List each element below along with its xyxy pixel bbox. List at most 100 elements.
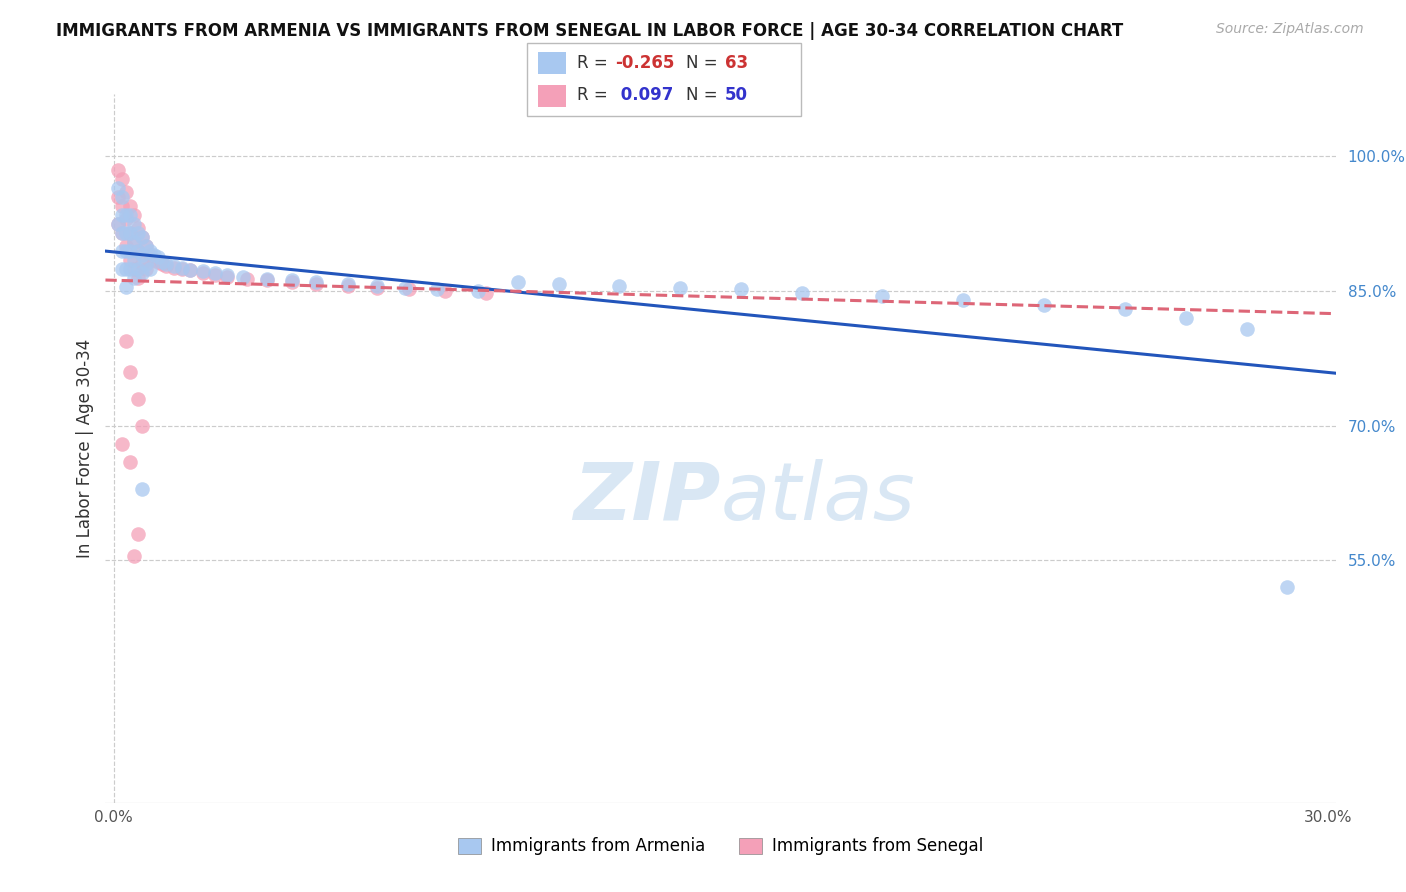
Point — [143, 252, 166, 267]
Point — [609, 278, 631, 293]
Text: IMMIGRANTS FROM ARMENIA VS IMMIGRANTS FROM SENEGAL IN LABOR FORCE | AGE 30-34 CO: IMMIGRANTS FROM ARMENIA VS IMMIGRANTS FR… — [56, 22, 1123, 40]
Point — [1175, 311, 1198, 326]
Point — [131, 230, 153, 244]
Point — [131, 266, 153, 280]
Point — [122, 549, 145, 563]
Point — [111, 261, 134, 276]
Point — [508, 275, 530, 289]
Point — [107, 163, 129, 178]
Point — [127, 526, 149, 541]
Text: 63: 63 — [724, 54, 748, 71]
Point — [143, 248, 166, 262]
Text: N =: N = — [686, 54, 723, 71]
Point — [467, 284, 489, 298]
Point — [122, 235, 145, 249]
Point — [111, 172, 134, 186]
Point — [127, 221, 149, 235]
Point — [163, 259, 186, 273]
Point — [131, 418, 153, 433]
Point — [114, 244, 136, 258]
Point — [669, 280, 692, 294]
Bar — [538, 85, 565, 107]
Point — [337, 277, 360, 291]
Point — [111, 208, 134, 222]
Point — [127, 244, 149, 258]
Point — [114, 226, 136, 240]
Point — [790, 285, 813, 300]
Point — [730, 282, 752, 296]
Point — [127, 226, 149, 240]
Point — [150, 255, 173, 269]
Point — [337, 278, 360, 293]
Point — [122, 261, 145, 276]
Point — [179, 263, 201, 277]
Point — [114, 239, 136, 253]
Point — [394, 280, 416, 294]
Point — [107, 181, 129, 195]
Point — [256, 273, 278, 287]
Point — [215, 268, 238, 282]
Y-axis label: In Labor Force | Age 30-34: In Labor Force | Age 30-34 — [76, 339, 94, 558]
Legend: Immigrants from Armenia, Immigrants from Senegal: Immigrants from Armenia, Immigrants from… — [451, 830, 990, 862]
Point — [107, 190, 129, 204]
Point — [305, 275, 328, 289]
Point — [280, 273, 302, 287]
Text: R =: R = — [576, 86, 613, 103]
Point — [398, 282, 420, 296]
FancyBboxPatch shape — [527, 43, 801, 116]
Text: 50: 50 — [724, 86, 748, 103]
Point — [111, 226, 134, 240]
Text: Source: ZipAtlas.com: Source: ZipAtlas.com — [1216, 22, 1364, 37]
Point — [150, 257, 173, 271]
Point — [1033, 297, 1056, 311]
Point — [118, 208, 141, 222]
Text: R =: R = — [576, 54, 613, 71]
Point — [131, 482, 153, 496]
Point — [280, 275, 302, 289]
Point — [434, 284, 457, 298]
Point — [118, 455, 141, 469]
Point — [118, 252, 141, 267]
Point — [135, 239, 157, 253]
Text: N =: N = — [686, 86, 723, 103]
Point — [107, 217, 129, 231]
Point — [872, 288, 894, 302]
Point — [114, 261, 136, 276]
Point — [179, 262, 201, 277]
Point — [163, 260, 186, 275]
Point — [256, 271, 278, 285]
Point — [111, 436, 134, 450]
Point — [155, 259, 177, 273]
Point — [114, 279, 136, 293]
Text: 0.097: 0.097 — [614, 86, 673, 103]
Point — [118, 199, 141, 213]
Point — [366, 280, 388, 294]
Point — [122, 252, 145, 267]
Point — [204, 268, 226, 282]
Point — [191, 264, 214, 278]
Point — [107, 217, 129, 231]
Point — [127, 261, 149, 276]
Point — [131, 248, 153, 262]
Point — [426, 282, 449, 296]
Point — [114, 334, 136, 348]
Point — [146, 250, 169, 264]
Point — [135, 239, 157, 253]
Point — [131, 257, 153, 271]
Point — [114, 208, 136, 222]
Point — [135, 261, 157, 276]
Point — [111, 190, 134, 204]
Point — [127, 392, 149, 406]
Text: atlas: atlas — [721, 458, 915, 537]
Point — [127, 244, 149, 258]
Point — [1236, 322, 1258, 336]
Point — [114, 186, 136, 200]
Point — [135, 257, 157, 271]
Point — [114, 212, 136, 227]
Point — [118, 226, 141, 240]
Point — [118, 365, 141, 379]
Point — [366, 278, 388, 293]
Point — [232, 269, 254, 284]
Point — [118, 261, 141, 276]
Point — [1114, 302, 1136, 317]
